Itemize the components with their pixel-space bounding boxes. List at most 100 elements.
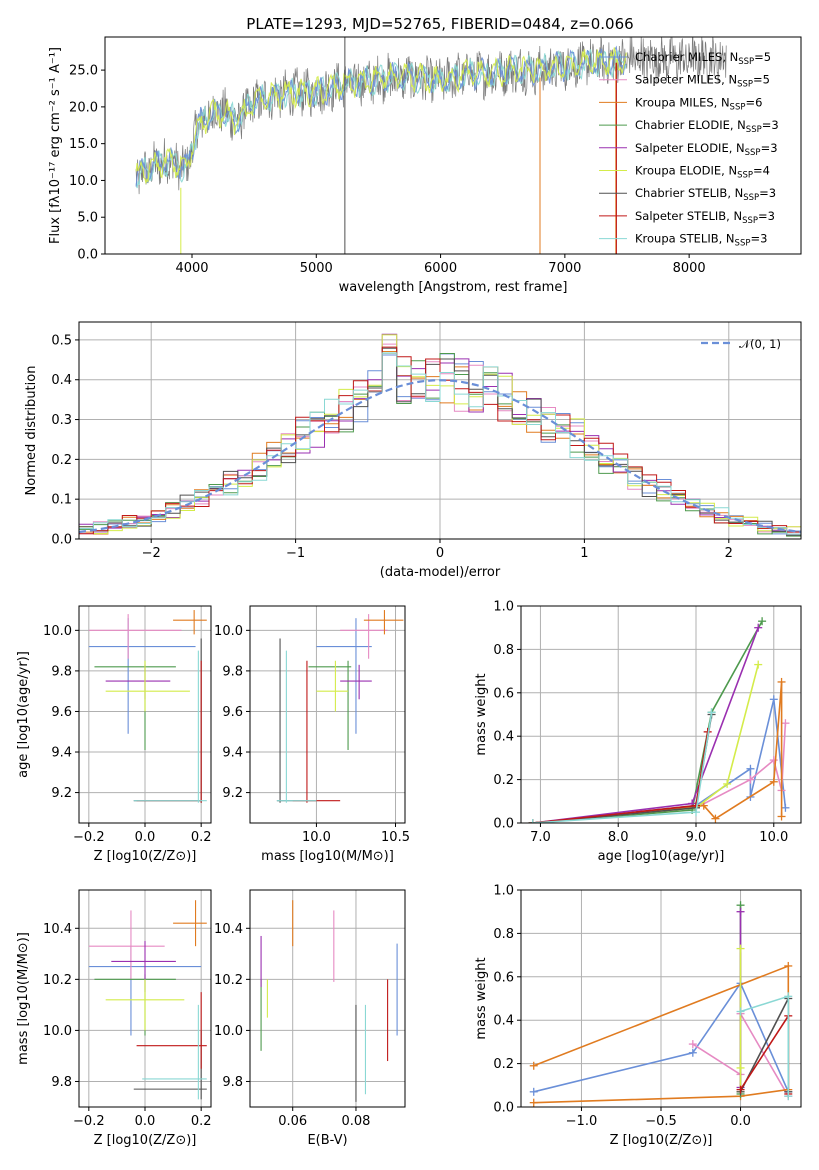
axes-frame — [104, 36, 802, 255]
errorbars — [276, 610, 404, 803]
point-kroupa-stelib — [133, 650, 207, 803]
figure-title: PLATE=1293, MJD=52765, FIBERID=0484, z=0… — [246, 15, 633, 33]
point-chabrier-elodie — [94, 660, 176, 750]
y-tick-label: 0.0 — [493, 817, 514, 832]
point-salpeter-stelib — [136, 992, 207, 1069]
panel-age-vs-Z: −0.2 0.0 0.2 9.2 9.4 9.6 9.8 10.0 Z [log10(Z/Z⊙)… — [16, 605, 212, 864]
series-chabrier-stelib — [528, 710, 716, 823]
series-kroupa-stelib — [528, 708, 716, 823]
point-chabrier-elodie — [308, 660, 352, 750]
point-kroupa-miles — [173, 900, 207, 947]
point-chabrier-stelib — [276, 638, 317, 803]
legend-entry: Chabrier MILES, NSSP=5 — [635, 50, 771, 67]
y-tick-label: 9.8 — [222, 1075, 243, 1090]
point-chabrier-stelib — [133, 638, 202, 803]
legend-text: Chabrier STELIB, N — [635, 186, 743, 200]
axes-frame — [78, 605, 212, 824]
x-tick-label: 5000 — [300, 261, 333, 276]
series-kroupa-stelib — [736, 992, 793, 1101]
y-tick-label: 10.0 — [214, 624, 243, 639]
y-axis-label: mass weight — [474, 957, 489, 1039]
axes-frame — [520, 889, 802, 1108]
y-tick-label: 10.0 — [43, 1024, 72, 1039]
x-axis-label: (data-model)/error — [380, 565, 501, 580]
y-tick-label: 0.3 — [51, 413, 72, 428]
histograms — [79, 333, 801, 539]
y-tick-label: 0.0 — [51, 533, 72, 548]
x-tick-label: 0.0 — [730, 1114, 751, 1129]
y-tick-label: 9.6 — [222, 705, 243, 720]
axes-frame — [78, 321, 802, 540]
y-tick-label: 9.4 — [222, 746, 243, 761]
y-tick-label: 0.1 — [51, 493, 72, 508]
x-axis-label: wavelength [Angstrom, rest frame] — [339, 280, 568, 295]
errorbars — [260, 900, 398, 1102]
series-line — [533, 981, 790, 1093]
gaussian-curve — [79, 379, 801, 534]
point-salpeter-stelib — [136, 660, 202, 803]
legend-entry: Kroupa MILES, NSSP=6 — [635, 95, 762, 112]
axes-frame — [520, 605, 802, 824]
legend-sub: SSP — [738, 57, 754, 67]
weight-lines — [528, 617, 790, 823]
panel-massweight-vs-Z: −1.0 −0.5 0.0 0.0 0.2 0.4 0.6 0.8 1.0 Z [log10(Z/… — [474, 884, 802, 1148]
y-tick-label: 10.2 — [43, 973, 72, 988]
y-tick-label: 0.6 — [493, 970, 514, 985]
series-salpeter-stelib — [528, 727, 712, 823]
legend-rest: =3 — [762, 118, 779, 132]
point-chabrier-elodie — [94, 974, 176, 1036]
x-tick-label: 0 — [436, 546, 444, 561]
legend-entry: 𝒩(0, 1) — [739, 337, 781, 351]
y-tick-label: 10.4 — [43, 922, 72, 937]
y-tick-label: 0.8 — [493, 927, 514, 942]
legend-rest: =3 — [761, 141, 778, 155]
legend-text: Chabrier MILES, N — [635, 50, 738, 64]
x-tick-label: −1 — [286, 546, 305, 561]
panel-mass-vs-Z: −0.2 0.0 0.2 9.8 10.0 10.2 10.4 Z [log10(Z/Z⊙)]… — [16, 889, 212, 1148]
point-kroupa-stelib — [276, 650, 317, 803]
x-tick-label: 10.5 — [381, 830, 410, 845]
y-tick-label: 9.4 — [51, 746, 72, 761]
y-tick-label: 10.2 — [214, 973, 243, 988]
legend-sub: SSP — [737, 80, 753, 90]
y-tick-label: 5.0 — [77, 211, 98, 226]
y-tick-label: 0.5 — [51, 333, 72, 348]
y-axis-label: Normed distribution — [24, 366, 39, 496]
series-chabrier-elodie — [528, 617, 767, 823]
x-tick-label: 4000 — [175, 261, 208, 276]
legend-text: Salpeter MILES, N — [635, 73, 737, 87]
y-tick-label: 0.6 — [493, 686, 514, 701]
legend-entry: Kroupa ELODIE, NSSP=4 — [635, 164, 770, 181]
model-spectrum — [135, 47, 627, 184]
errorbars — [88, 900, 207, 1100]
legend-entry: Chabrier ELODIE, NSSP=3 — [635, 118, 779, 135]
x-tick-label: 10.0 — [759, 830, 788, 845]
x-tick-label: 7000 — [548, 261, 581, 276]
x-tick-label: 0.0 — [135, 830, 156, 845]
legend-sub: SSP — [737, 171, 753, 181]
point-salpeter-elodie — [340, 664, 372, 700]
y-axis-label: mass [log10(M/M⊙)] — [16, 932, 31, 1065]
series-line — [532, 699, 787, 823]
legend-rest: =3 — [758, 209, 775, 223]
y-tick-label: 9.8 — [51, 1075, 72, 1090]
x-axis-label: Z [log10(Z/Z⊙)] — [94, 1133, 197, 1148]
panel-spectrum: 4000 5000 6000 7000 8000 0.0 5.0 10.0 15.0 20.0 25… — [48, 36, 802, 295]
y-tick-label: 1.0 — [493, 884, 514, 899]
x-tick-label: 0.2 — [191, 830, 212, 845]
x-tick-label: 6000 — [424, 261, 457, 276]
point-salpeter-miles — [88, 614, 182, 659]
histogram-kroupa-stelib — [79, 352, 801, 539]
legend-sub: SSP — [746, 125, 762, 135]
x-axis-label: age [log10(age/yr)] — [598, 849, 725, 864]
y-tick-label: 10.0 — [43, 624, 72, 639]
x-axis-label: E(B-V) — [307, 1133, 347, 1148]
y-tick-label: 0.0 — [493, 1101, 514, 1116]
y-tick-label: 20.0 — [69, 100, 98, 115]
point-salpeter-elodie — [105, 664, 171, 700]
legend-sub: SSP — [735, 239, 751, 249]
x-axis-label: mass [log10(M/M⊙)] — [261, 849, 394, 864]
x-tick-label: −2 — [142, 546, 161, 561]
legend-sub: SSP — [745, 148, 761, 158]
legend-rest: =5 — [754, 50, 771, 64]
